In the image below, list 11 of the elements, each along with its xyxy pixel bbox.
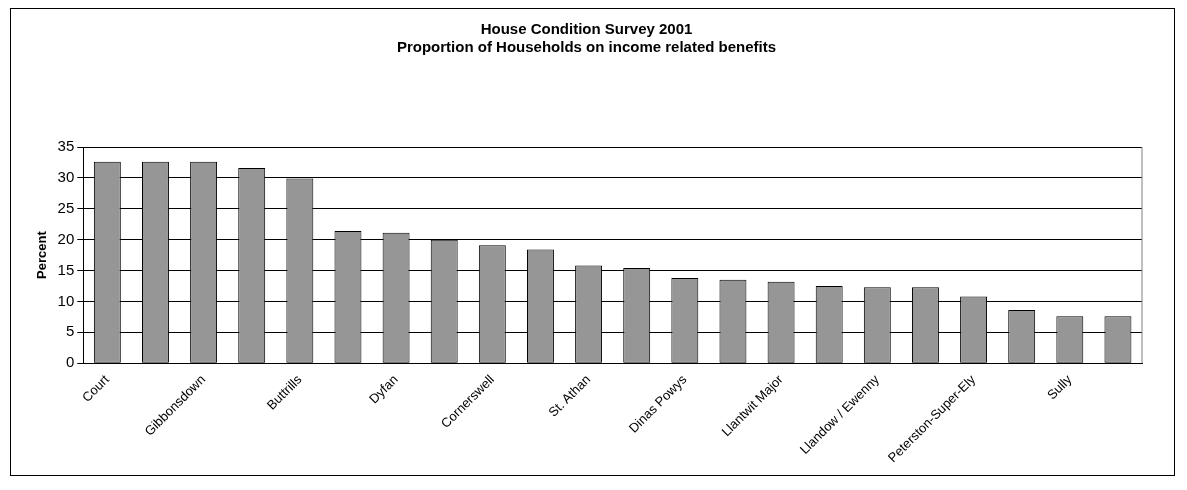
y-tick-label: 20 <box>57 229 75 247</box>
y-tick-label: 0 <box>65 353 75 371</box>
y-tick-label: 35 <box>57 137 75 155</box>
y-tick-label: 25 <box>57 198 75 216</box>
chart-title: House Condition Survey 2001 <box>480 20 693 38</box>
y-tick-label: 30 <box>57 168 75 186</box>
y-tick-label: 15 <box>57 260 75 278</box>
chart-subtitle: Proportion of Households on income related benefits <box>396 38 777 56</box>
y-tick-label: 10 <box>57 291 75 309</box>
y-tick-label: 5 <box>65 322 75 340</box>
y-axis-title: Percent <box>34 230 50 279</box>
